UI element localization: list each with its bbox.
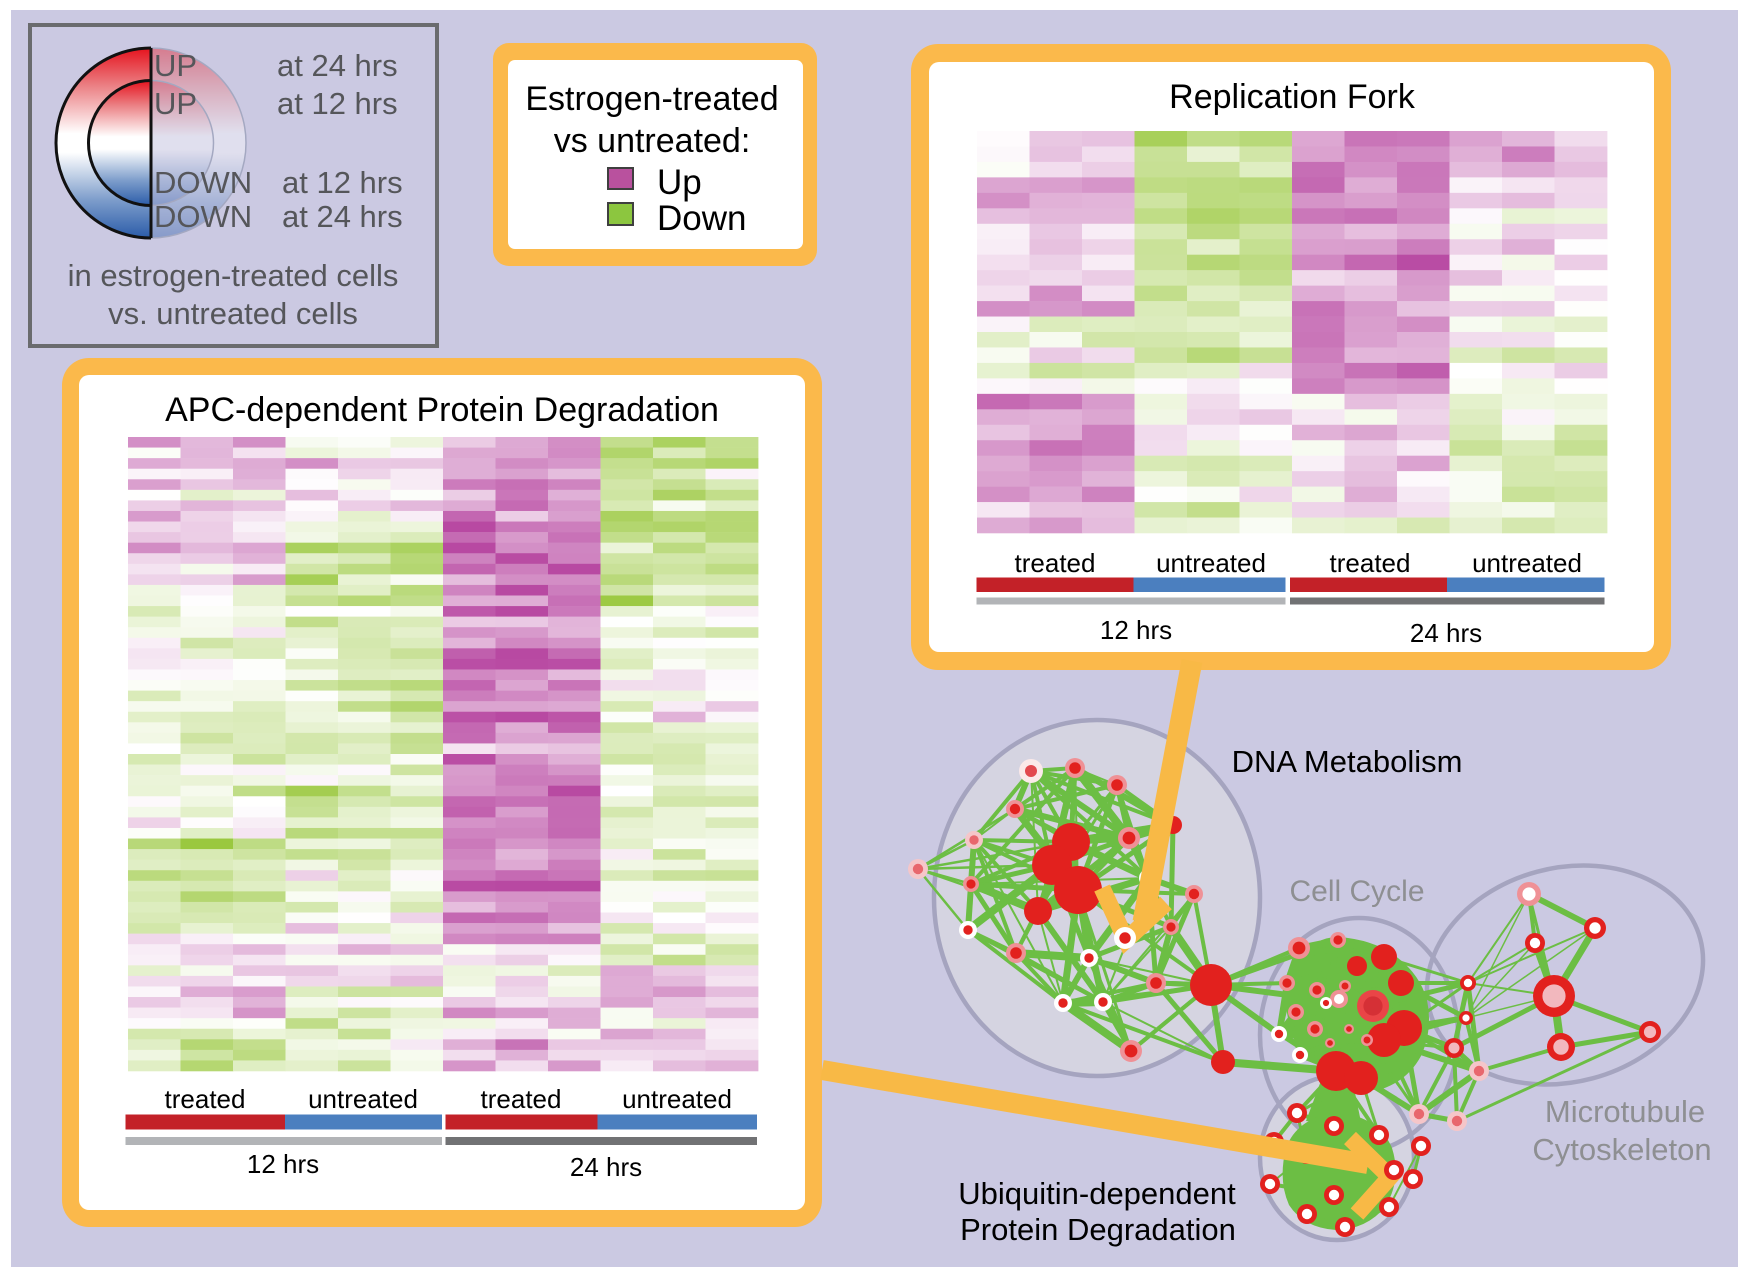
- svg-text:untreated: untreated: [622, 1084, 732, 1114]
- svg-text:Replication Fork: Replication Fork: [1169, 78, 1416, 116]
- svg-text:untreated: untreated: [308, 1084, 418, 1114]
- svg-text:untreated: untreated: [1472, 548, 1582, 578]
- svg-text:Up: Up: [657, 163, 702, 202]
- svg-text:vs untreated:: vs untreated:: [554, 122, 751, 160]
- svg-text:UP: UP: [154, 86, 197, 121]
- svg-text:12 hrs: 12 hrs: [247, 1149, 319, 1179]
- svg-text:treated: treated: [1330, 548, 1411, 578]
- svg-text:Ubiquitin-dependent: Ubiquitin-dependent: [958, 1176, 1236, 1211]
- svg-text:at 24 hrs: at 24 hrs: [277, 48, 398, 83]
- svg-text:DOWN: DOWN: [154, 199, 252, 234]
- svg-text:DNA Metabolism: DNA Metabolism: [1232, 744, 1463, 779]
- svg-text:at 12 hrs: at 12 hrs: [277, 86, 398, 121]
- svg-text:Estrogen-treated: Estrogen-treated: [525, 80, 778, 118]
- svg-text:Cytoskeleton: Cytoskeleton: [1532, 1132, 1711, 1167]
- svg-text:treated: treated: [165, 1084, 246, 1114]
- svg-text:DOWN: DOWN: [154, 165, 252, 200]
- svg-text:at 12 hrs: at 12 hrs: [282, 165, 403, 200]
- svg-text:APC-dependent Protein Degradat: APC-dependent Protein Degradation: [165, 391, 719, 429]
- svg-text:24 hrs: 24 hrs: [570, 1152, 642, 1182]
- svg-text:24 hrs: 24 hrs: [1410, 618, 1482, 648]
- svg-text:treated: treated: [481, 1084, 562, 1114]
- svg-text:Cell Cycle: Cell Cycle: [1289, 875, 1424, 908]
- svg-text:UP: UP: [154, 48, 197, 83]
- svg-text:Microtubule: Microtubule: [1545, 1094, 1705, 1129]
- svg-text:untreated: untreated: [1156, 548, 1266, 578]
- svg-text:in estrogen-treated cells: in estrogen-treated cells: [68, 258, 399, 293]
- svg-text:treated: treated: [1015, 548, 1096, 578]
- svg-text:Protein Degradation: Protein Degradation: [960, 1212, 1236, 1247]
- svg-text:vs. untreated cells: vs. untreated cells: [108, 296, 358, 331]
- svg-text:12 hrs: 12 hrs: [1100, 615, 1172, 645]
- svg-text:Down: Down: [657, 199, 746, 238]
- svg-text:at 24 hrs: at 24 hrs: [282, 199, 403, 234]
